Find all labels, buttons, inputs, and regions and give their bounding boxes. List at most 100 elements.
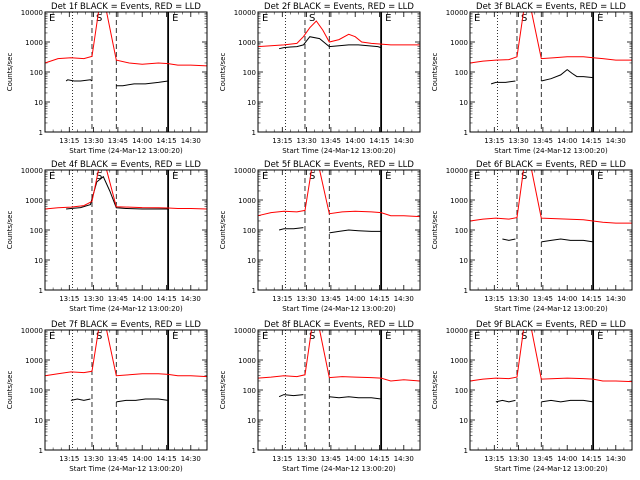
x-tick-label: 14:00 — [132, 455, 152, 463]
y-tick-label: 1 — [464, 447, 468, 455]
marker-label: S — [96, 331, 102, 342]
events-series-line — [70, 398, 91, 401]
y-tick-label: 1 — [39, 129, 43, 137]
x-tick-label: 13:45 — [321, 137, 341, 145]
chart-title: Det 6f BLACK = Events, RED = LLD — [476, 160, 626, 170]
x-tick-label: 13:45 — [533, 295, 553, 303]
marker-label: E — [262, 171, 268, 182]
x-tick-label: 13:30 — [509, 295, 529, 303]
plot-frame — [257, 11, 421, 133]
x-tick-label: 14:15 — [369, 137, 389, 145]
x-tick-label: 14:30 — [606, 137, 626, 145]
x-tick-label: 14:15 — [156, 455, 176, 463]
chart-panel: Det 1f BLACK = Events, RED = LLD Counts/s… — [6, 2, 208, 155]
marker-label: S — [309, 331, 315, 342]
marker-label: E — [597, 171, 603, 182]
y-axis-label: Counts/sec — [431, 211, 439, 250]
x-tick-label: 13:45 — [533, 455, 553, 463]
y-tick-label: 1000 — [238, 357, 256, 365]
y-tick-label: 10000 — [446, 9, 468, 17]
events-series-line — [66, 175, 169, 210]
chart-panel: Det 6f BLACK = Events, RED = LLD Counts/s… — [431, 160, 633, 313]
x-tick-label: 14:15 — [369, 455, 389, 463]
marker-label: E — [49, 171, 55, 182]
x-tick-label: 14:30 — [606, 295, 626, 303]
marker-label: S — [309, 13, 315, 24]
y-tick-label: 10000 — [446, 167, 468, 175]
y-tick-label: 100 — [455, 69, 468, 77]
x-tick-label: 14:00 — [132, 137, 152, 145]
x-tick-label: 13:30 — [84, 455, 104, 463]
chart-title: Det 8f BLACK = Events, RED = LLD — [264, 320, 414, 330]
y-axis-label: Counts/sec — [219, 53, 227, 92]
x-tick-label: 13:30 — [509, 137, 529, 145]
x-tick-label: 14:30 — [181, 455, 201, 463]
x-tick-label: 14:00 — [557, 295, 577, 303]
chart-panel: Det 7f BLACK = Events, RED = LLD Counts/s… — [6, 320, 208, 473]
marker-label: E — [597, 331, 603, 342]
events-series-line — [490, 80, 516, 85]
x-tick-label: 13:30 — [509, 455, 529, 463]
events-series-line — [278, 394, 304, 398]
y-tick-label: 1000 — [238, 39, 256, 47]
marker-label: E — [172, 171, 178, 182]
x-tick-label: 13:15 — [484, 137, 504, 145]
plot-frame — [469, 329, 633, 451]
x-tick-label: 14:15 — [156, 295, 176, 303]
y-tick-label: 10 — [459, 257, 468, 265]
chart-panel: Det 8f BLACK = Events, RED = LLD Counts/s… — [219, 320, 421, 473]
x-tick-label: 13:45 — [533, 137, 553, 145]
events-series-line — [329, 229, 382, 234]
y-tick-label: 100 — [455, 227, 468, 235]
x-tick-label: 14:30 — [181, 295, 201, 303]
x-axis-label: Start Time (24-Mar-12 13:00:20) — [69, 465, 183, 473]
y-tick-label: 100 — [30, 227, 43, 235]
chart-panel: Det 4f BLACK = Events, RED = LLD Counts/s… — [6, 160, 208, 313]
lld-series-line — [469, 169, 632, 224]
y-tick-label: 10 — [459, 417, 468, 425]
chart-title: Det 3f BLACK = Events, RED = LLD — [476, 2, 626, 12]
x-axis-label: Start Time (24-Mar-12 13:00:20) — [282, 305, 396, 313]
y-axis-label: Counts/sec — [6, 53, 14, 92]
y-tick-label: 1000 — [25, 357, 43, 365]
marker-label: E — [597, 13, 603, 24]
marker-label: E — [474, 171, 480, 182]
x-tick-label: 14:00 — [345, 137, 365, 145]
y-tick-label: 1 — [464, 129, 468, 137]
lld-series-line — [44, 11, 208, 67]
x-tick-label: 14:00 — [557, 137, 577, 145]
plot-frame — [44, 169, 208, 291]
y-tick-label: 100 — [455, 387, 468, 395]
x-tick-label: 14:30 — [394, 455, 414, 463]
y-tick-label: 10 — [247, 99, 256, 107]
x-tick-label: 14:00 — [345, 295, 365, 303]
plot-frame — [44, 329, 208, 451]
x-tick-label: 14:00 — [132, 295, 152, 303]
y-axis-label: Counts/sec — [431, 53, 439, 92]
lld-series-line — [44, 329, 208, 378]
events-series-line — [495, 399, 516, 403]
y-tick-label: 10000 — [21, 167, 43, 175]
events-series-line — [541, 68, 594, 82]
marker-label: E — [262, 331, 268, 342]
chart-title: Det 5f BLACK = Events, RED = LLD — [264, 160, 414, 170]
marker-label: S — [521, 331, 527, 342]
y-tick-label: 10000 — [234, 9, 256, 17]
marker-label: E — [172, 331, 178, 342]
events-series-line — [278, 227, 304, 231]
y-tick-label: 10 — [459, 99, 468, 107]
y-axis-label: Counts/sec — [6, 211, 14, 250]
y-tick-label: 1000 — [238, 197, 256, 205]
chart-title: Det 4f BLACK = Events, RED = LLD — [51, 160, 201, 170]
y-axis-label: Counts/sec — [6, 371, 14, 410]
marker-label: S — [96, 13, 102, 24]
x-tick-label: 13:15 — [59, 455, 79, 463]
chart-panel: Det 2f BLACK = Events, RED = LLD Counts/s… — [219, 2, 421, 155]
lld-series-line — [257, 20, 420, 48]
y-tick-label: 10000 — [234, 327, 256, 335]
x-tick-label: 14:15 — [369, 295, 389, 303]
y-tick-label: 10000 — [234, 167, 256, 175]
events-series-line — [116, 398, 169, 403]
x-axis-label: Start Time (24-Mar-12 13:00:20) — [282, 147, 396, 155]
